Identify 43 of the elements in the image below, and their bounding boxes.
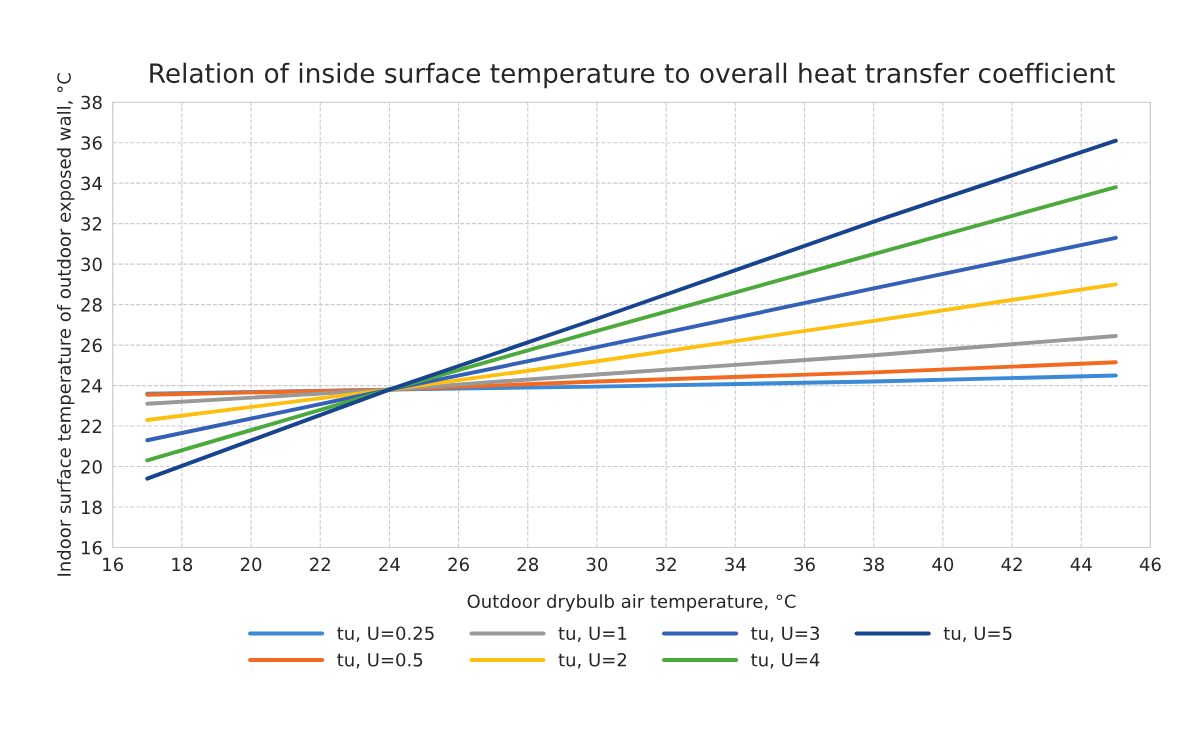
chart-title: Relation of inside surface temperature to overall heat transfer coefficient <box>150 62 1115 89</box>
y-tick-label: 38 <box>81 95 102 110</box>
y-axis-title: Indoor surface temperature of outdoor exposed wall, °C <box>56 73 75 576</box>
y-tick-label: 28 <box>81 298 102 312</box>
y-tick-label: 34 <box>81 176 102 191</box>
legend-label: tu, U=0.25 <box>337 626 434 642</box>
legend-label: tu, U=2 <box>558 652 627 669</box>
x-tick-label: 20 <box>240 557 262 572</box>
x-tick-label: 38 <box>863 557 884 572</box>
line-series <box>145 185 1118 463</box>
x-tick-label: 22 <box>310 557 330 571</box>
y-tick-label: 30 <box>81 257 102 272</box>
x-tick-label: 34 <box>725 557 746 572</box>
x-tick-label: 30 <box>586 557 608 572</box>
x-tick-label: 16 <box>103 557 124 572</box>
y-tick-label: 16 <box>81 540 102 555</box>
x-tick-label: 26 <box>448 557 469 572</box>
y-tick-label: 36 <box>81 136 102 150</box>
y-tick-label: 18 <box>81 500 102 515</box>
legend-label: tu, U=4 <box>751 653 820 669</box>
y-tick-label: 32 <box>81 217 102 231</box>
line-series <box>145 282 1118 422</box>
y-tick-label: 22 <box>81 419 102 433</box>
legend-label: tu, U=0.5 <box>337 652 423 669</box>
x-tick-label: 18 <box>172 557 193 572</box>
legend-label: tu, U=5 <box>943 626 1012 642</box>
legend-label: tu, U=3 <box>751 626 820 642</box>
x-axis-title: Outdoor drybulb air temperature, °C <box>467 594 796 612</box>
legend-label: tu, U=1 <box>558 626 627 642</box>
x-tick-label: 42 <box>1001 557 1022 571</box>
x-tick-label: 32 <box>656 557 676 572</box>
x-tick-label: 40 <box>932 557 954 572</box>
x-tick-label: 36 <box>794 557 815 572</box>
x-tick-label: 44 <box>1070 557 1092 571</box>
x-tick-label: 28 <box>517 557 539 572</box>
line-series <box>145 138 1118 481</box>
y-tick-label: 20 <box>81 460 102 474</box>
line-series <box>145 235 1118 443</box>
x-tick-label: 46 <box>1139 557 1161 572</box>
y-tick-label: 24 <box>81 379 102 393</box>
y-tick-label: 26 <box>81 338 102 353</box>
line-series <box>145 334 1118 406</box>
x-tick-label: 24 <box>379 557 400 571</box>
